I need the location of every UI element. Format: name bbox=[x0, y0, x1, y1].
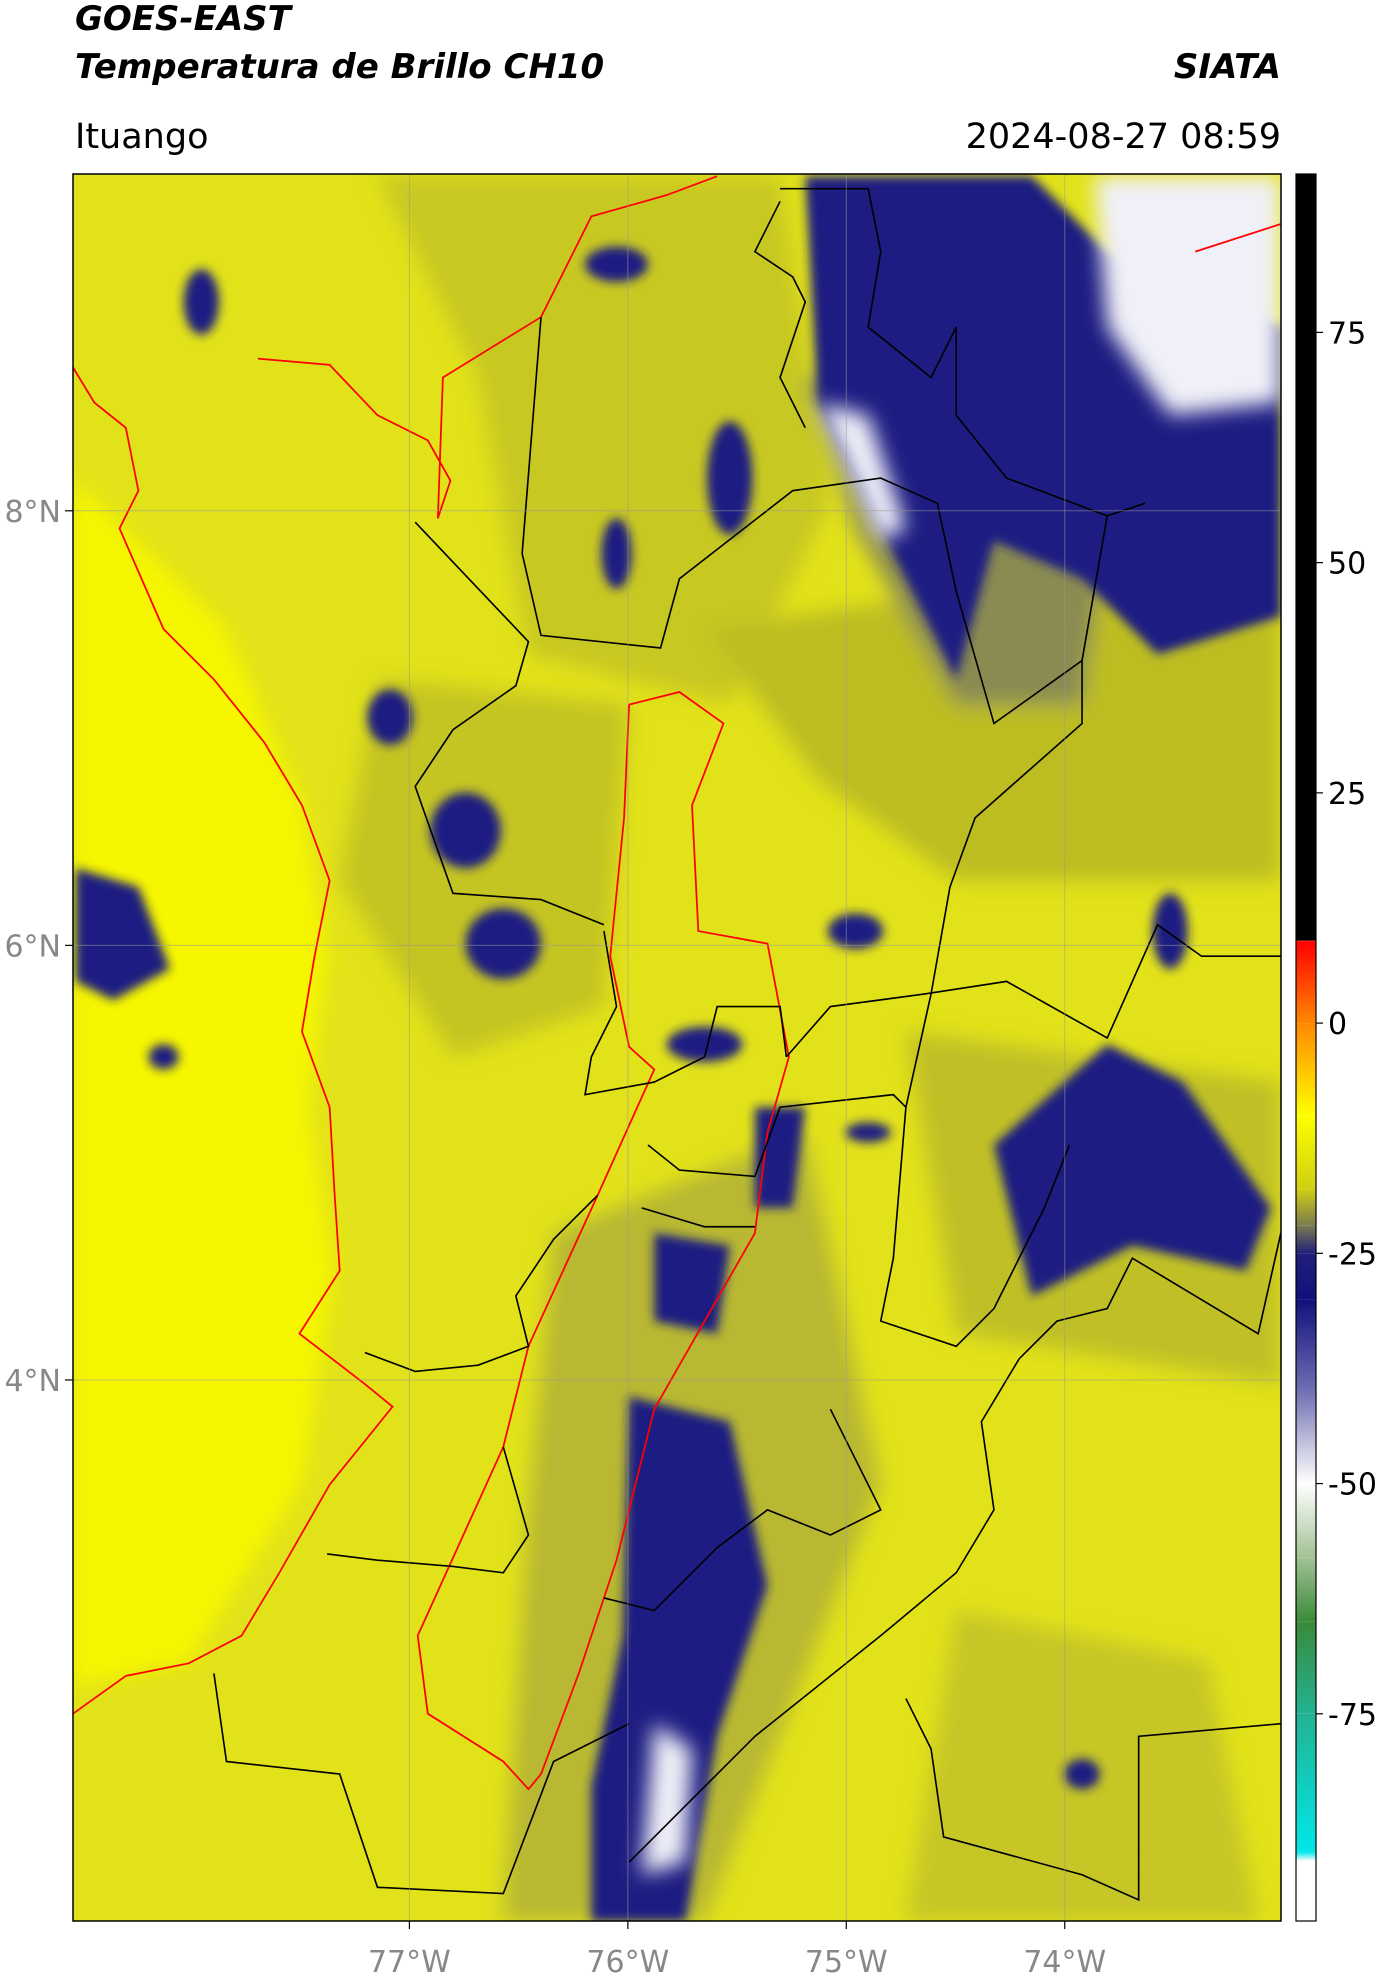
datetime: 2024-08-27 08:59 bbox=[966, 117, 1281, 157]
x-tick-label: 76°W bbox=[586, 1945, 669, 1980]
cloud-field bbox=[73, 175, 1281, 1921]
y-tick-label: 6°N bbox=[4, 929, 61, 964]
y-tick-label: 4°N bbox=[4, 1364, 61, 1399]
map-frame bbox=[72, 173, 1282, 1922]
colorbar-tick-label: 0 bbox=[1328, 1007, 1347, 1042]
colorbar-tick-label: -75 bbox=[1328, 1698, 1377, 1733]
location: Ituango bbox=[75, 117, 209, 157]
x-tick-label: 75°W bbox=[805, 1945, 888, 1980]
colorbar: 75 50 25 0 -25 -50 -75 bbox=[1296, 174, 1377, 1921]
colorbar-tick-label: 25 bbox=[1328, 777, 1366, 812]
colorbar-segment bbox=[1296, 1115, 1316, 1189]
colorbar-segment bbox=[1296, 1023, 1316, 1116]
x-tick-label: 77°W bbox=[368, 1945, 451, 1980]
colorbar-segment bbox=[1296, 1851, 1316, 1862]
colorbar-frame bbox=[1295, 173, 1317, 1922]
colorbar-segment bbox=[1296, 1621, 1316, 1714]
y-tick-label: 8°N bbox=[4, 495, 61, 530]
colorbar-tick-label: 50 bbox=[1328, 547, 1366, 582]
colorbar-segment bbox=[1296, 1713, 1316, 1852]
x-tick-label: 74°W bbox=[1023, 1945, 1106, 1980]
colorbar-segment bbox=[1296, 1557, 1316, 1622]
title-line1: GOES-EAST bbox=[75, 0, 294, 39]
colorbar-tick-label: 75 bbox=[1328, 316, 1366, 351]
colorbar-tick-label: -25 bbox=[1328, 1237, 1377, 1272]
colorbar-segment bbox=[1296, 940, 1316, 942]
title-line2: Temperatura de Brillo CH10 bbox=[75, 47, 604, 87]
colorbar-segment bbox=[1296, 941, 1316, 1024]
colorbar-tick-label: -50 bbox=[1328, 1468, 1377, 1503]
colorbar-segment bbox=[1296, 1861, 1316, 1921]
colorbar-segment bbox=[1296, 1299, 1316, 1392]
organization: SIATA bbox=[1174, 47, 1281, 87]
colorbar-segment bbox=[1296, 1225, 1316, 1254]
colorbar-segment bbox=[1296, 1188, 1316, 1226]
map-image bbox=[73, 174, 1281, 1921]
colorbar-segment bbox=[1296, 1391, 1316, 1484]
colorbar-segment bbox=[1296, 1483, 1316, 1558]
colorbar-segment bbox=[1296, 174, 1316, 941]
colorbar-segment bbox=[1296, 1253, 1316, 1300]
map-grid: 77°W 76°W 75°W 74°W 8°N 6°N 4°N bbox=[4, 174, 1281, 1980]
